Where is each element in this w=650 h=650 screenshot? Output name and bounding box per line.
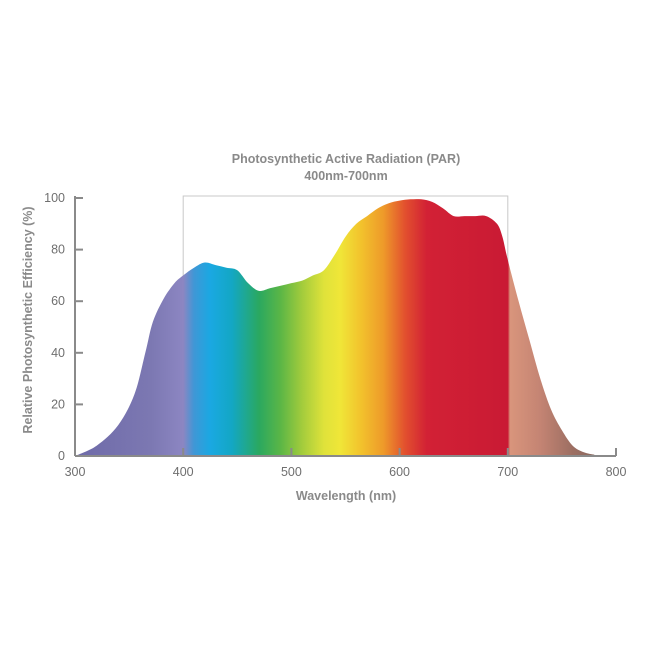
y-tick-label: 60 xyxy=(51,294,65,308)
y-tick-label: 100 xyxy=(44,191,65,205)
x-axis-ticks: 300 400 500 600 700 800 xyxy=(65,448,627,479)
x-tick-label: 700 xyxy=(497,465,518,479)
y-tick-label: 0 xyxy=(58,449,65,463)
x-tick-label: 800 xyxy=(606,465,627,479)
chart-title: Photosynthetic Active Radiation (PAR) xyxy=(232,152,461,166)
spectrum-area xyxy=(75,199,595,456)
chart-subtitle: 400nm-700nm xyxy=(304,169,387,183)
y-axis-ticks: 0 20 40 60 80 100 xyxy=(44,191,83,463)
y-tick-label: 80 xyxy=(51,243,65,257)
y-axis-label: Relative Photosynthetic Efficiency (%) xyxy=(21,206,35,433)
x-tick-label: 300 xyxy=(65,465,86,479)
x-tick-label: 400 xyxy=(173,465,194,479)
x-axis-label: Wavelength (nm) xyxy=(296,489,396,503)
y-tick-label: 40 xyxy=(51,346,65,360)
x-tick-label: 600 xyxy=(389,465,410,479)
x-tick-label: 500 xyxy=(281,465,302,479)
axes xyxy=(74,196,616,457)
y-tick-label: 20 xyxy=(51,397,65,411)
